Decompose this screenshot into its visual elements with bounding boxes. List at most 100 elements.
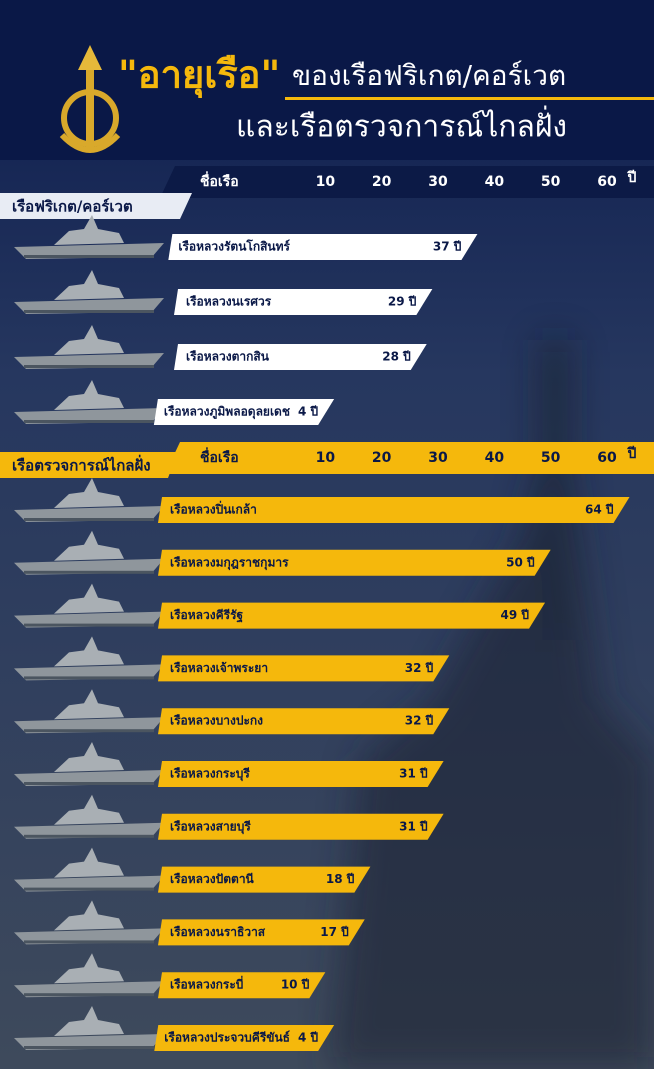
section-title: เรือฟริเกต/คอร์เวต <box>12 198 133 216</box>
ship-name: เรือหลวงภูมิพลอดุลยเดช <box>164 405 290 420</box>
value-label: 31 ปี <box>399 819 428 833</box>
bar <box>174 289 433 315</box>
section-tag-bg <box>0 452 178 478</box>
ship-name: เรือหลวงปิ่นเกล้า <box>170 501 257 517</box>
ship-superstructure <box>54 900 124 931</box>
category-axis-label: ชื่อเรือ <box>200 171 239 190</box>
x-axis-label: ปี <box>626 170 636 186</box>
ship-superstructure <box>54 530 124 561</box>
ship-name: เรือหลวงนเรศวร <box>186 295 272 309</box>
ship-waterline <box>24 310 154 313</box>
x-tick-label: 60 <box>597 174 617 190</box>
ship-superstructure <box>54 583 124 614</box>
bar <box>174 344 427 370</box>
title: ของเรือฟริเกต/คอร์เวต <box>292 59 566 92</box>
bar <box>158 602 546 629</box>
ship-waterline <box>24 570 154 574</box>
ship-waterline <box>24 676 154 680</box>
ship-name: เรือหลวงรัตนโกสินทร์ <box>178 239 290 254</box>
bar <box>158 761 444 787</box>
value-label: 31 ปี <box>399 767 428 781</box>
ship-waterline <box>24 887 154 891</box>
ship-waterline <box>24 623 154 627</box>
x-tick-label: 30 <box>428 174 448 190</box>
value-label: 4 ปี <box>298 405 319 419</box>
emblem <box>59 45 121 153</box>
bar <box>168 234 478 260</box>
value-label: 64 ปี <box>585 503 614 517</box>
ship-name: เรือหลวงปัตตานี <box>170 872 255 886</box>
ship-image <box>14 325 164 369</box>
ship-image <box>14 215 164 259</box>
x-tick-label: 50 <box>541 174 561 190</box>
section-title: เรือตรวจการณ์ไกลฝั่ง <box>12 455 151 475</box>
ship-name: เรือหลวงกระบี่ <box>170 976 243 992</box>
ship-waterline <box>24 729 154 733</box>
ship-superstructure <box>54 794 124 825</box>
x-tick-label: 40 <box>485 450 505 466</box>
ship-waterline <box>24 940 154 944</box>
bar <box>153 399 335 425</box>
value-label: 18 ปี <box>326 872 355 886</box>
category-axis-label: ชื่อเรือ <box>200 447 239 466</box>
ship-name: เรือหลวงบางปะกง <box>170 714 263 728</box>
ship-image <box>14 953 164 998</box>
title-underline <box>285 97 654 100</box>
value-label: 32 ปี <box>405 661 434 675</box>
x-tick-label: 60 <box>597 450 617 466</box>
ship-superstructure <box>54 380 124 410</box>
bar <box>158 972 326 999</box>
ship-superstructure <box>54 325 124 355</box>
ship-superstructure <box>54 478 124 508</box>
ship-superstructure <box>54 953 124 984</box>
ship-name: เรือหลวงเจ้าพระยา <box>170 661 268 675</box>
value-label: 50 ปี <box>506 555 535 569</box>
value-label: 17 ปี <box>320 925 349 939</box>
ship-image <box>14 689 164 734</box>
ship-image <box>14 583 164 628</box>
ship-image <box>14 1006 164 1050</box>
ship-waterline <box>24 1046 154 1049</box>
ship-image <box>14 270 164 314</box>
ship-superstructure <box>54 270 124 300</box>
ship-name: เรือหลวงนราธิวาส <box>170 925 266 939</box>
ship-waterline <box>24 518 154 521</box>
bar <box>158 813 444 840</box>
value-label: 29 ปี <box>388 295 417 309</box>
ship-image <box>14 636 164 681</box>
ship-name: เรือหลวงมกุฎราชกุมาร <box>170 555 289 570</box>
x-axis-label: ปี <box>626 446 636 462</box>
bar <box>154 1025 335 1051</box>
x-tick-label: 20 <box>372 174 392 190</box>
ship-name: เรือหลวงสายบุรี <box>170 819 251 834</box>
ship-waterline <box>24 365 154 368</box>
axis-header-band <box>160 166 654 198</box>
ship-name: เรือหลวงคีรีรัฐ <box>170 608 244 623</box>
value-label: 37 ปี <box>433 240 462 254</box>
value-label: 28 ปี <box>382 350 411 364</box>
ship-superstructure <box>54 636 124 667</box>
value-label: 10 ปี <box>281 978 310 992</box>
title-highlight: "อายุเรือ" <box>118 53 280 99</box>
value-label: 49 ปี <box>501 608 530 622</box>
ship-image <box>14 794 164 839</box>
subtitle: และเรือตรวจการณ์ไกลฝั่ง <box>236 106 567 145</box>
ship-superstructure <box>54 847 124 878</box>
ship-superstructure <box>54 689 124 720</box>
ship-image <box>14 478 164 522</box>
ship-superstructure <box>54 742 124 772</box>
ship-superstructure <box>54 215 124 245</box>
x-tick-label: 30 <box>428 450 448 466</box>
x-tick-label: 10 <box>316 450 336 466</box>
ship-name: เรือหลวงกระบุรี <box>170 767 250 782</box>
ship-waterline <box>24 782 154 785</box>
ship-waterline <box>24 834 154 838</box>
section-tag-bg <box>0 193 192 219</box>
ship-superstructure <box>54 1006 124 1036</box>
x-tick-label: 50 <box>541 450 561 466</box>
x-tick-label: 20 <box>372 450 392 466</box>
ship-waterline <box>24 255 154 258</box>
ship-image <box>14 742 164 786</box>
ship-waterline <box>24 993 154 997</box>
